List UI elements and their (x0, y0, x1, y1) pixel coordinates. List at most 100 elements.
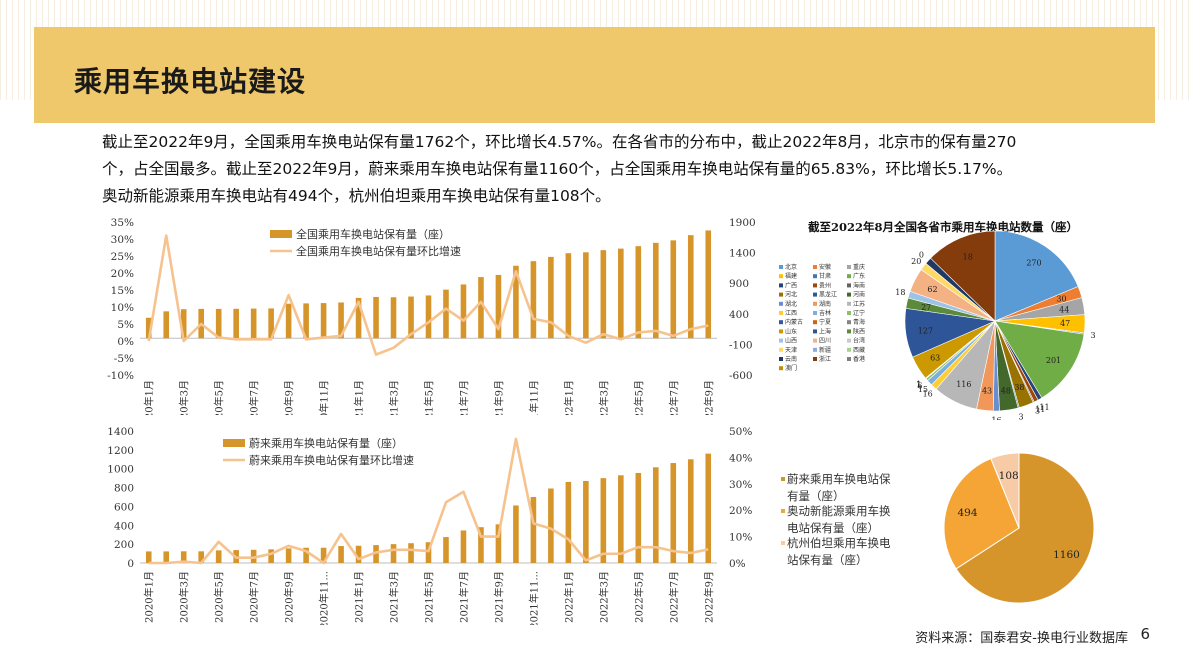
pie-legend-label: 内蒙古 (785, 318, 803, 326)
x-axis-tick: 2021年5月 (423, 380, 436, 415)
x-axis-tick: 2020年11月 (318, 380, 331, 415)
x-axis-tick: 2020年9月 (283, 571, 296, 623)
x-axis-tick: 2021年11... (527, 571, 540, 625)
growth-line (147, 234, 709, 356)
left-axis-tick: 1400 (107, 426, 134, 438)
bar (215, 550, 222, 563)
pie-legend-label: 青海 (853, 318, 865, 326)
pie-slice (994, 320, 1085, 399)
pie-legend-swatch (779, 347, 783, 352)
pie-data-label: 27 (921, 303, 931, 312)
x-axis-tick: 2022年9月 (702, 571, 715, 623)
pie-data-label: 48 (1001, 386, 1011, 395)
pie-data-label: 116 (956, 380, 971, 389)
pie-legend-swatch (847, 357, 851, 361)
pie-legend-swatch (847, 311, 851, 315)
page-title: 乘用车换电站建设 (74, 65, 307, 98)
pie-data-label: 62 (927, 285, 937, 294)
left-axis-tick: 10% (111, 302, 134, 314)
pie-legend-swatch (813, 311, 817, 315)
pie-data-label: 3 (1090, 331, 1095, 340)
bar (215, 308, 222, 339)
x-axis-tick: 2022年7月 (667, 380, 680, 415)
pie-legend-label: 宁夏 (819, 318, 831, 326)
bar (180, 309, 187, 339)
x-axis-tick: 2021年9月 (492, 380, 505, 415)
bar (600, 250, 607, 339)
bar (180, 551, 187, 563)
bar (373, 296, 379, 339)
pie-legend-label: 北京 (785, 263, 797, 271)
intro-line: 截止至2022年9月，全国乘用车换电站保有量1762个，环比增长4.57%。在各… (102, 133, 1017, 151)
pie-legend-label: 澳门 (785, 364, 797, 372)
operator-pie-chart: 1160 494 108 蔚来乘用车换电站保有量（座）奥动新能源乘用车换电站保有量（座… (781, 452, 1095, 604)
left-axis-tick: 600 (114, 501, 134, 513)
right-axis-tick: 30% (729, 479, 752, 491)
intro-line: 个，占全国最多。截止至2022年9月，蔚来乘用车换电站保有量1160个，占全国乘… (102, 160, 1013, 178)
bar (530, 497, 537, 563)
pie-legend-label: 河南 (853, 291, 865, 299)
pie-legend-label: 黑龙江 (819, 291, 837, 299)
bar (285, 548, 292, 563)
x-axis-tick: 2020年5月 (213, 380, 226, 415)
bar (355, 297, 362, 339)
bar (670, 463, 677, 563)
pie-slice (955, 452, 1095, 604)
pie-legend-swatch (813, 292, 817, 297)
pie-data-label: 108 (999, 470, 1019, 482)
x-axis-tick: 2022年3月 (597, 571, 610, 623)
bar (198, 551, 204, 563)
bar (670, 240, 677, 339)
right-axis-tick: 40% (729, 452, 752, 464)
legend-label: 有量（座） (787, 489, 845, 503)
pie-data-label: 201 (1046, 356, 1061, 365)
x-axis-tick: 2021年3月 (388, 571, 401, 623)
bar (303, 303, 309, 339)
x-axis-tick: 2020年1月 (143, 571, 156, 623)
pie-title: 截至2022年8月全国各省市乘用车换电站数量（座） (808, 220, 1078, 234)
x-axis-tick: 2021年7月 (457, 571, 470, 623)
pie-data-label: 6 (917, 382, 922, 391)
x-axis-tick: 2022年7月 (667, 571, 680, 623)
pie-legend-label: 江西 (785, 310, 797, 317)
left-axis-tick: 0% (117, 336, 134, 348)
left-axis-tick: 400 (114, 520, 134, 532)
pie-legend-swatch (847, 338, 851, 343)
bar (530, 261, 537, 339)
pie-legend-swatch (779, 320, 783, 325)
bar (303, 547, 309, 563)
bar (250, 308, 257, 339)
pie-legend-swatch (813, 357, 817, 361)
pie-data-label: 1 (916, 380, 921, 389)
x-axis-tick: 2022年3月 (597, 380, 610, 415)
bar (565, 253, 572, 339)
pie-data-label: 43 (982, 387, 992, 396)
bar (705, 453, 712, 563)
right-axis-tick: 900 (729, 278, 749, 290)
x-axis-tick: 2020年1月 (143, 380, 156, 415)
bar (268, 308, 274, 339)
pie-legend-swatch (779, 265, 783, 269)
pie-legend-label: 台湾 (853, 337, 865, 345)
pie-legend-swatch (779, 292, 783, 297)
bar (460, 284, 467, 339)
pie-legend-swatch (813, 329, 817, 334)
bar (495, 274, 502, 339)
left-axis-tick: 20% (111, 268, 134, 280)
bar (548, 488, 554, 563)
pie-legend-swatch (813, 301, 817, 306)
pie-legend-label: 安徽 (819, 263, 831, 271)
x-axis-tick: 2021年7月 (457, 380, 470, 415)
bar (408, 543, 414, 563)
bar (705, 230, 712, 339)
bar (320, 303, 327, 339)
bar (513, 265, 519, 339)
legend-label: 电站保有量（座） (787, 521, 879, 535)
x-axis-tick: 2020年3月 (178, 380, 191, 415)
x-axis-tick: 2021年3月 (388, 380, 401, 415)
x-axis-tick: 2020年7月 (248, 380, 261, 415)
left-axis-tick: 5% (117, 319, 134, 331)
pie-legend-swatch (847, 301, 851, 306)
bar (163, 551, 170, 563)
pie-legend-label: 香港 (853, 355, 865, 363)
